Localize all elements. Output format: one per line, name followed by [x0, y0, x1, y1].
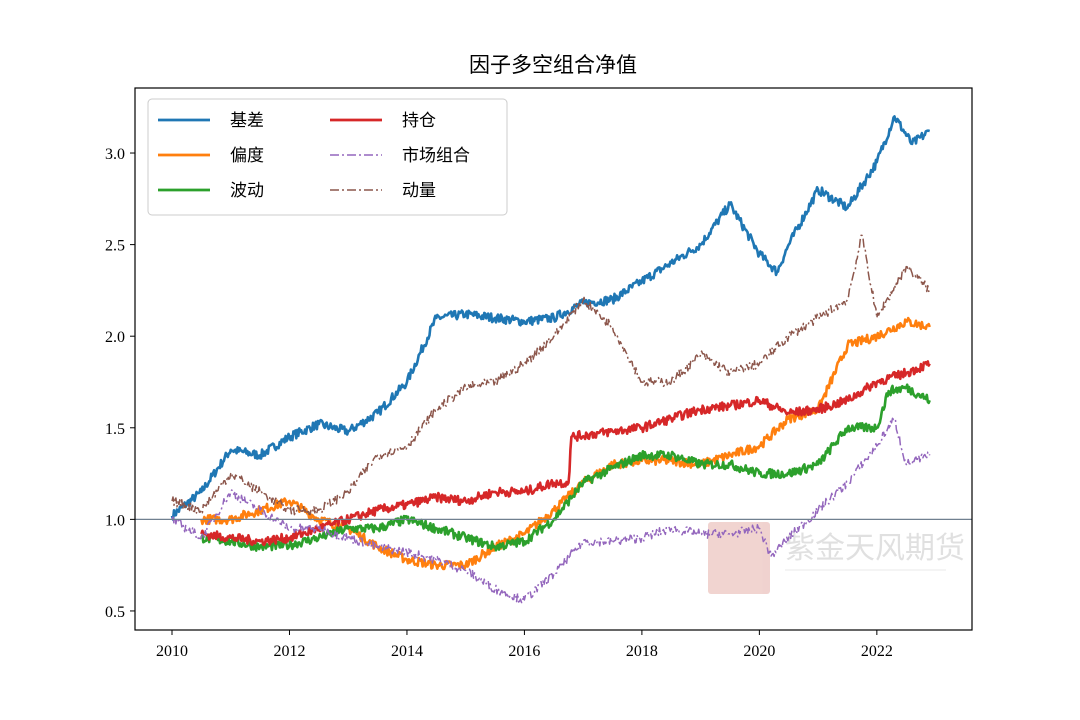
legend-label: 市场组合 [402, 146, 470, 166]
chart-title: 因子多空组合净值 [469, 53, 637, 77]
x-tick-label: 2018 [626, 643, 658, 660]
x-tick-label: 2022 [861, 643, 893, 660]
series-line-0 [170, 115, 931, 521]
series-line-4 [171, 417, 931, 604]
y-tick-label: 0.5 [105, 604, 125, 621]
legend-label: 基差 [230, 111, 264, 131]
legend-label: 动量 [402, 181, 436, 201]
legend-label: 波动 [230, 181, 264, 201]
y-tick-label: 1.0 [105, 512, 125, 529]
x-tick-label: 2016 [508, 643, 540, 660]
plot-frame [134, 87, 973, 631]
x-tick-label: 2014 [391, 643, 423, 660]
svg-text:紫金天风期货: 紫金天风期货 [785, 531, 965, 566]
x-tick-label: 2020 [743, 643, 775, 660]
series-line-3 [200, 360, 931, 547]
y-tick-label: 3.0 [105, 146, 125, 163]
y-tick-label: 1.5 [105, 421, 125, 438]
legend-label: 持仓 [402, 111, 436, 131]
series-line-5 [171, 234, 931, 516]
series-line-2 [200, 383, 931, 552]
y-tick-label: 2.5 [105, 238, 125, 255]
watermark-logo: 紫金天风期货 [708, 522, 965, 594]
x-tick-label: 2010 [156, 643, 188, 660]
y-tick-label: 2.0 [105, 329, 125, 346]
x-tick-label: 2012 [273, 643, 305, 660]
legend-label: 偏度 [230, 146, 264, 166]
